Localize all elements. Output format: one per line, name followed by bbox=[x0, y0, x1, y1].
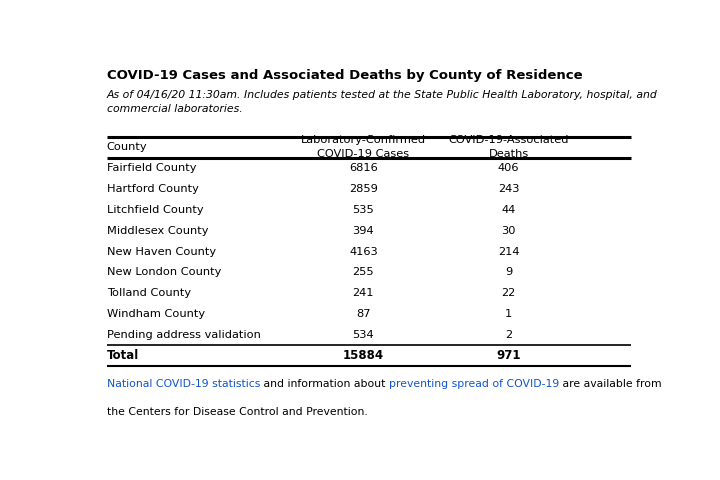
Text: Litchfield County: Litchfield County bbox=[107, 205, 203, 215]
Text: New London County: New London County bbox=[107, 267, 221, 277]
Text: are available from: are available from bbox=[559, 379, 662, 389]
Text: 971: 971 bbox=[496, 349, 521, 362]
Text: 406: 406 bbox=[498, 163, 519, 173]
Text: 2: 2 bbox=[505, 330, 512, 340]
Text: Hartford County: Hartford County bbox=[107, 184, 199, 194]
Text: 15884: 15884 bbox=[343, 349, 384, 362]
Text: COVID-19 Cases and Associated Deaths by County of Residence: COVID-19 Cases and Associated Deaths by … bbox=[107, 69, 582, 82]
Text: Windham County: Windham County bbox=[107, 309, 205, 319]
Text: Pending address validation: Pending address validation bbox=[107, 330, 261, 340]
Text: 2859: 2859 bbox=[349, 184, 378, 194]
Text: Middlesex County: Middlesex County bbox=[107, 226, 208, 236]
Text: As of 04/16/20 11:30am. Includes patients tested at the State Public Health Labo: As of 04/16/20 11:30am. Includes patient… bbox=[107, 90, 657, 114]
Text: 22: 22 bbox=[501, 288, 516, 298]
Text: 6816: 6816 bbox=[349, 163, 378, 173]
Text: 214: 214 bbox=[498, 247, 519, 257]
Text: 30: 30 bbox=[501, 226, 516, 236]
Text: COVID-19-Associated
Deaths: COVID-19-Associated Deaths bbox=[449, 135, 569, 159]
Text: National COVID-19 statistics: National COVID-19 statistics bbox=[107, 379, 260, 389]
Text: 9: 9 bbox=[505, 267, 512, 277]
Text: preventing spread of COVID-19: preventing spread of COVID-19 bbox=[389, 379, 559, 389]
Text: New Haven County: New Haven County bbox=[107, 247, 216, 257]
Text: 241: 241 bbox=[353, 288, 374, 298]
Text: Fairfield County: Fairfield County bbox=[107, 163, 197, 173]
Text: 534: 534 bbox=[353, 330, 374, 340]
Text: 44: 44 bbox=[501, 205, 516, 215]
Text: 255: 255 bbox=[353, 267, 374, 277]
Text: and information about: and information about bbox=[260, 379, 389, 389]
Text: 394: 394 bbox=[353, 226, 374, 236]
Text: County: County bbox=[107, 143, 148, 153]
Text: 243: 243 bbox=[498, 184, 519, 194]
Text: 535: 535 bbox=[353, 205, 374, 215]
Text: 4163: 4163 bbox=[349, 247, 378, 257]
Text: 1: 1 bbox=[505, 309, 512, 319]
Text: the Centers for Disease Control and Prevention.: the Centers for Disease Control and Prev… bbox=[107, 407, 367, 417]
Text: Total: Total bbox=[107, 349, 139, 362]
Text: Laboratory-Confirmed
COVID-19 Cases: Laboratory-Confirmed COVID-19 Cases bbox=[301, 135, 426, 159]
Text: 87: 87 bbox=[356, 309, 371, 319]
Text: Tolland County: Tolland County bbox=[107, 288, 191, 298]
